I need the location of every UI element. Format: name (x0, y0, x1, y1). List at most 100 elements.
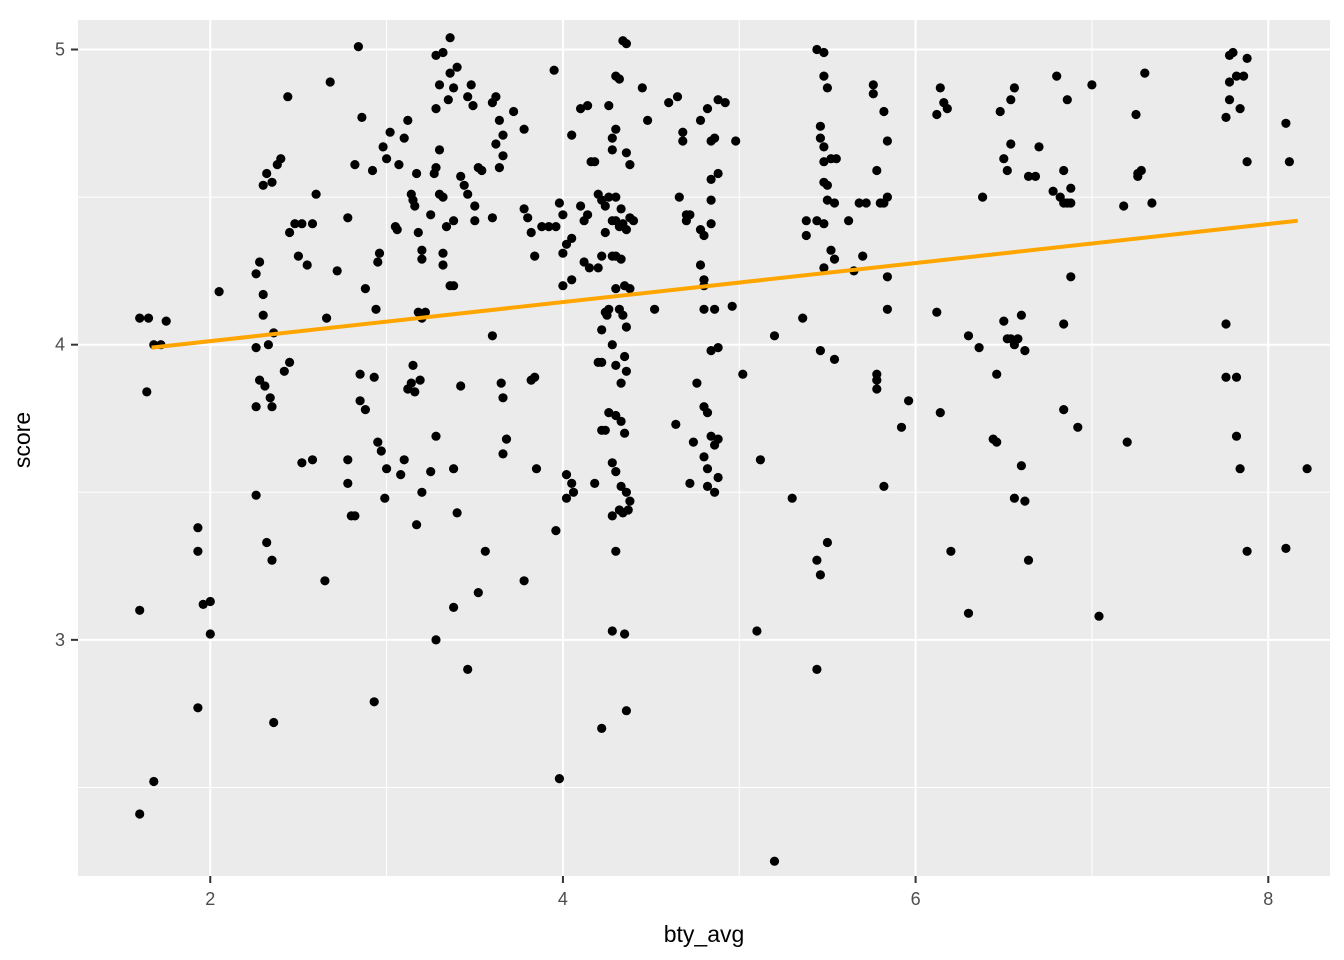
data-point (861, 198, 871, 208)
data-point (251, 343, 261, 353)
data-point (322, 313, 332, 323)
data-point (604, 192, 614, 202)
data-point (755, 455, 766, 465)
data-point (420, 307, 430, 317)
data-point (267, 555, 277, 565)
data-point (992, 369, 1002, 379)
data-point (487, 331, 497, 341)
data-point (935, 408, 945, 418)
data-point (604, 101, 614, 111)
data-point (678, 127, 688, 137)
data-point (1221, 319, 1231, 329)
data-point (269, 717, 279, 728)
data-point (1052, 71, 1062, 81)
data-point (1002, 165, 1012, 176)
data-point (1140, 68, 1150, 78)
data-point (1281, 118, 1291, 128)
major-gridlines (78, 20, 1330, 876)
data-point (620, 428, 630, 438)
data-point (812, 555, 822, 565)
data-point (713, 343, 723, 353)
data-point (438, 260, 448, 270)
data-point (371, 304, 381, 314)
data-point (473, 588, 483, 598)
data-point (1023, 171, 1034, 181)
data-point (567, 130, 577, 140)
data-point (1059, 405, 1069, 415)
data-point (360, 284, 370, 294)
data-point (844, 216, 854, 226)
data-point (413, 227, 423, 238)
data-point (438, 47, 448, 58)
data-point (713, 472, 723, 483)
data-point (621, 39, 632, 49)
data-point (812, 44, 822, 55)
data-point (417, 487, 427, 497)
data-point (995, 106, 1005, 117)
data-point (1281, 543, 1291, 554)
data-point (614, 74, 625, 84)
data-point (616, 254, 626, 264)
data-point (607, 458, 617, 468)
data-point (815, 570, 826, 580)
data-point (702, 464, 713, 474)
data-point (355, 396, 365, 406)
data-point (561, 470, 572, 480)
data-point (702, 408, 713, 418)
data-point (1059, 319, 1069, 329)
data-point (798, 313, 808, 323)
data-point (685, 478, 695, 488)
data-point (882, 136, 893, 146)
data-point (431, 635, 441, 645)
data-point (494, 163, 504, 173)
x-axis-title: bty_avg (664, 921, 745, 947)
data-point (369, 372, 379, 382)
data-point (251, 269, 261, 279)
data-point (942, 104, 952, 114)
data-point (831, 154, 841, 164)
data-point (628, 216, 639, 226)
data-point (1242, 157, 1252, 167)
data-point (597, 357, 607, 367)
data-point (706, 346, 716, 356)
data-point (449, 602, 459, 613)
data-point (431, 104, 441, 114)
data-point (706, 431, 716, 441)
data-point (822, 537, 833, 548)
data-point (508, 106, 519, 117)
data-point (567, 275, 577, 285)
data-point (385, 127, 395, 137)
data-point (350, 160, 360, 170)
data-point (293, 251, 303, 261)
data-point (1073, 422, 1083, 432)
data-point (713, 95, 723, 105)
data-point (1030, 171, 1041, 181)
data-point (445, 33, 455, 43)
data-point (604, 408, 614, 418)
data-point (896, 422, 907, 432)
data-point (1066, 272, 1076, 282)
data-point (360, 405, 370, 415)
data-point (255, 257, 265, 267)
data-point (621, 148, 632, 158)
data-point (706, 174, 716, 184)
data-point (1231, 372, 1242, 382)
data-point (584, 263, 595, 273)
y-tick-label: 5 (55, 40, 65, 60)
data-point (567, 233, 577, 243)
data-point (343, 213, 353, 223)
data-point (872, 165, 882, 176)
data-point (611, 546, 621, 556)
data-point (1133, 171, 1143, 181)
data-point (456, 171, 466, 181)
data-point (935, 83, 945, 93)
data-point (494, 115, 504, 125)
data-point (143, 313, 154, 323)
data-point (688, 437, 699, 447)
data-point (1231, 431, 1242, 441)
data-point (579, 257, 589, 267)
data-point (470, 216, 480, 226)
data-point (1062, 95, 1072, 105)
data-point (999, 154, 1009, 164)
y-axis: 3 4 5 (55, 40, 78, 650)
